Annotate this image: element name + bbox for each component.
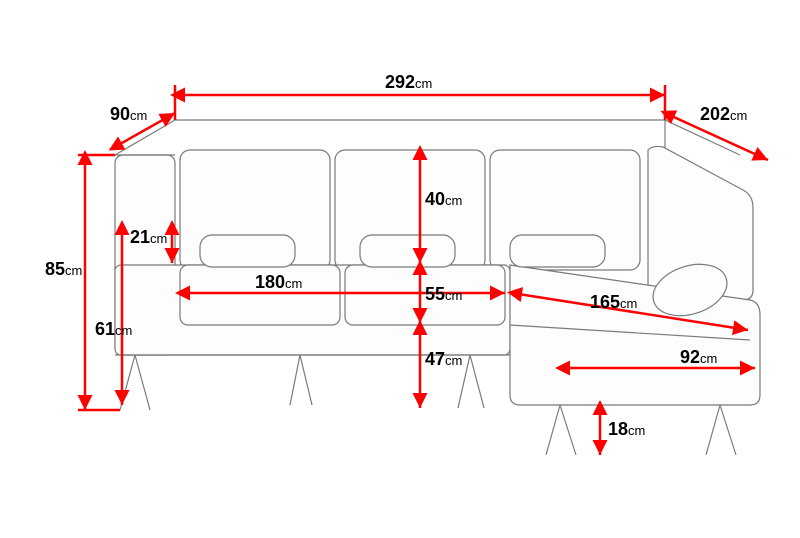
unit-92: cm xyxy=(700,351,717,366)
label-55: 55 xyxy=(425,284,445,304)
label-47: 47 xyxy=(425,349,445,369)
label-180: 180 xyxy=(255,272,285,292)
svg-text:90cm: 90cm xyxy=(110,104,147,124)
label-61: 61 xyxy=(95,319,115,339)
label-92: 92 xyxy=(680,347,700,367)
label-202: 202 xyxy=(700,104,730,124)
label-90: 90 xyxy=(110,104,130,124)
unit-61: cm xyxy=(115,323,132,338)
sofa-dimension-diagram: 292cm 90cm 202cm 85cm 61cm 21cm 180cm 40… xyxy=(0,0,800,533)
unit-40: cm xyxy=(445,193,462,208)
unit-180: cm xyxy=(285,276,302,291)
unit-47: cm xyxy=(445,353,462,368)
svg-text:18cm: 18cm xyxy=(608,419,645,439)
label-21: 21 xyxy=(130,227,150,247)
unit-202: cm xyxy=(730,108,747,123)
svg-text:202cm: 202cm xyxy=(700,104,747,124)
unit-85: cm xyxy=(65,263,82,278)
diagram-svg: 292cm 90cm 202cm 85cm 61cm 21cm 180cm 40… xyxy=(0,0,800,533)
unit-292: cm xyxy=(415,76,432,91)
label-165: 165 xyxy=(590,292,620,312)
svg-text:85cm: 85cm xyxy=(45,259,82,279)
unit-21: cm xyxy=(150,231,167,246)
label-85: 85 xyxy=(45,259,65,279)
label-292: 292 xyxy=(385,72,415,92)
unit-90: cm xyxy=(130,108,147,123)
label-18: 18 xyxy=(608,419,628,439)
label-40: 40 xyxy=(425,189,445,209)
unit-165: cm xyxy=(620,296,637,311)
unit-18: cm xyxy=(628,423,645,438)
unit-55: cm xyxy=(445,288,462,303)
svg-text:292cm: 292cm xyxy=(385,72,432,92)
